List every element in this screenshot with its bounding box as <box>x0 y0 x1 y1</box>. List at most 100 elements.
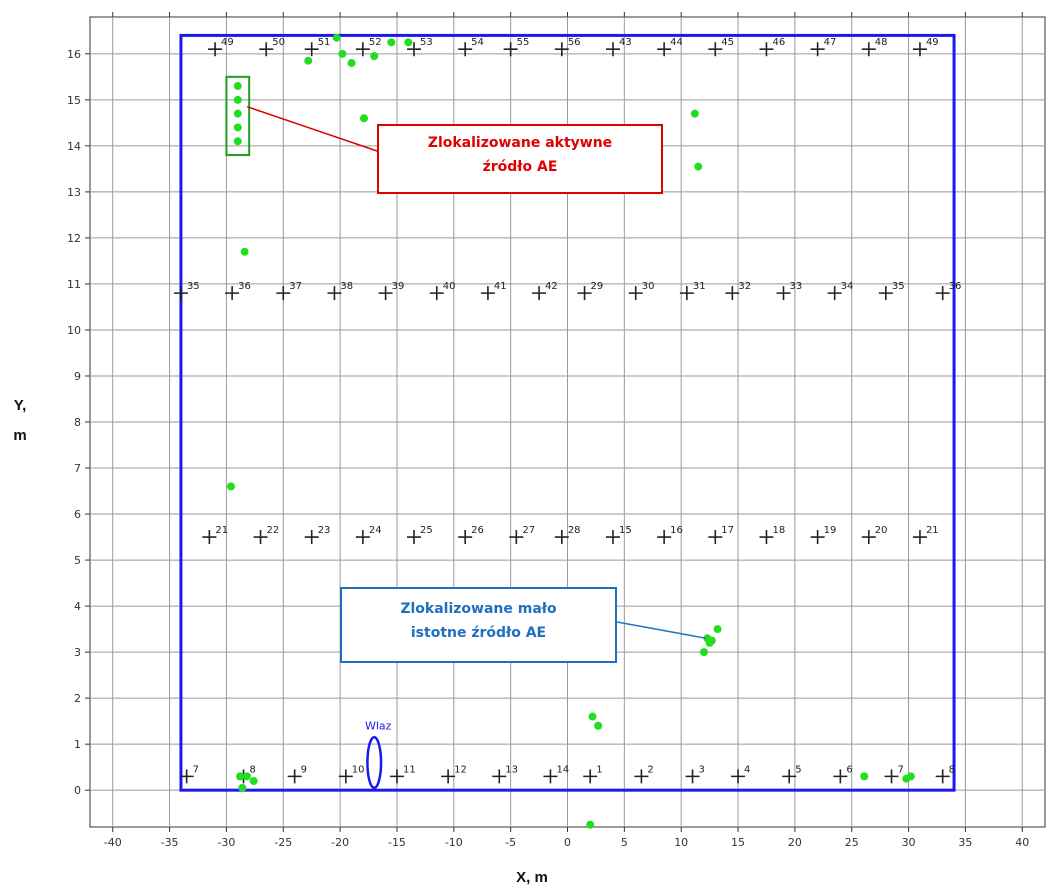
sensor-label: 48 <box>875 37 888 48</box>
ae-event-point <box>332 33 341 42</box>
ae-event-point <box>705 638 714 647</box>
y-tick-label: 0 <box>74 784 81 797</box>
sensor-label: 11 <box>403 764 416 775</box>
sensor-label: 41 <box>494 281 507 292</box>
x-tick-label: -25 <box>274 836 292 849</box>
sensor-label: 34 <box>841 281 854 292</box>
sensor-marker <box>935 769 950 784</box>
y-tick-label: 3 <box>74 646 81 659</box>
y-tick-label: 4 <box>74 600 81 613</box>
sensor-label: 23 <box>318 525 331 536</box>
sensor-marker <box>554 530 569 545</box>
sensor-marker <box>429 286 444 301</box>
sensor-label: 46 <box>772 37 785 48</box>
y-tick-label: 5 <box>74 554 81 567</box>
sensor-marker <box>810 530 825 545</box>
sensor-marker <box>225 286 240 301</box>
sensor-marker <box>338 769 353 784</box>
sensor-label: 7 <box>193 764 199 775</box>
sensor-label: 50 <box>272 37 285 48</box>
sensor-label: 5 <box>795 764 801 775</box>
sensor-label: 54 <box>471 37 484 48</box>
sensor-marker <box>685 769 700 784</box>
ae-event-point <box>387 38 396 47</box>
ae-event-point <box>594 721 603 730</box>
y-tick-label: 6 <box>74 508 81 521</box>
sensor-label: 40 <box>443 281 456 292</box>
sensor-label: 16 <box>670 525 683 536</box>
sensor-label: 35 <box>892 281 905 292</box>
active-source-box <box>225 75 251 157</box>
ae-event-point <box>860 772 869 781</box>
sensor-marker <box>657 530 672 545</box>
tank-wall <box>179 33 956 792</box>
x-tick-label: 35 <box>958 836 972 849</box>
sensor-label: 32 <box>738 281 751 292</box>
x-tick-label: 15 <box>731 836 745 849</box>
sensor-label: 56 <box>568 37 581 48</box>
sensor-marker <box>259 42 274 57</box>
sensor-marker <box>441 769 456 784</box>
ae-event-point <box>238 783 247 792</box>
y-tick-label: 12 <box>67 232 81 245</box>
leader-line-minor <box>616 621 707 640</box>
sensor-marker <box>776 286 791 301</box>
sensor-marker <box>304 42 319 57</box>
sensor-marker <box>253 530 268 545</box>
callout-minor-source: Zlokalizowane mało istotne źródło AE <box>340 587 617 663</box>
sensor-marker <box>583 769 598 784</box>
sensor-label: 49 <box>221 37 234 48</box>
sensor-marker <box>708 42 723 57</box>
sensor-marker <box>179 769 194 784</box>
x-tick-label: -40 <box>104 836 122 849</box>
sensor-label: 24 <box>369 525 382 536</box>
sensor-label: 22 <box>267 525 280 536</box>
ae-event-point <box>690 109 699 118</box>
ae-event-point <box>338 49 347 58</box>
sensor-marker <box>827 286 842 301</box>
x-tick-label: 5 <box>621 836 628 849</box>
ae-event-point <box>359 114 368 123</box>
ae-event-point <box>233 82 242 91</box>
sensor-marker <box>912 530 927 545</box>
sensor-marker <box>287 769 302 784</box>
sensor-marker <box>577 286 592 301</box>
sensor-marker <box>759 530 774 545</box>
sensor-label: 44 <box>670 37 683 48</box>
callout-active-line2: źródło AE <box>482 159 558 175</box>
x-tick-label: 40 <box>1015 836 1029 849</box>
sensor-marker <box>554 42 569 57</box>
sensor-markers: 7 8 9 10 11 12 13 14 1 2 3 4 5 6 7 821 22 23 24 25 26 27 28 15 1… <box>173 37 961 784</box>
y-tick-label: 15 <box>67 94 81 107</box>
sensor-label: 10 <box>352 764 365 775</box>
x-tick-label: -35 <box>161 836 179 849</box>
sensor-marker <box>503 42 518 57</box>
sensor-marker <box>532 286 547 301</box>
sensor-label: 25 <box>420 525 433 536</box>
sensor-marker <box>861 530 876 545</box>
sensor-marker <box>543 769 558 784</box>
sensor-marker <box>202 530 217 545</box>
sensor-marker <box>492 769 507 784</box>
x-tick-label: 30 <box>902 836 916 849</box>
sensor-marker <box>878 286 893 301</box>
sensor-marker <box>378 286 393 301</box>
x-tick-label: 0 <box>564 836 571 849</box>
ae-event-point <box>588 712 597 721</box>
sensor-label: 53 <box>420 37 433 48</box>
leader-line-active <box>246 106 381 153</box>
x-axis-title: X, m <box>516 869 548 886</box>
sensor-label: 8 <box>949 764 955 775</box>
sensor-marker <box>407 42 422 57</box>
y-axis-title-line1: Y, <box>14 397 27 414</box>
sensor-label: 49 <box>926 37 939 48</box>
callout-minor-line2: istotne źródło AE <box>410 625 547 641</box>
sensor-marker <box>355 42 370 57</box>
ae-event-point <box>233 95 242 104</box>
ae-event-point <box>233 123 242 132</box>
x-tick-label: -15 <box>388 836 406 849</box>
sensor-label: 7 <box>898 764 904 775</box>
sensor-marker <box>731 769 746 784</box>
sensor-label: 43 <box>619 37 632 48</box>
